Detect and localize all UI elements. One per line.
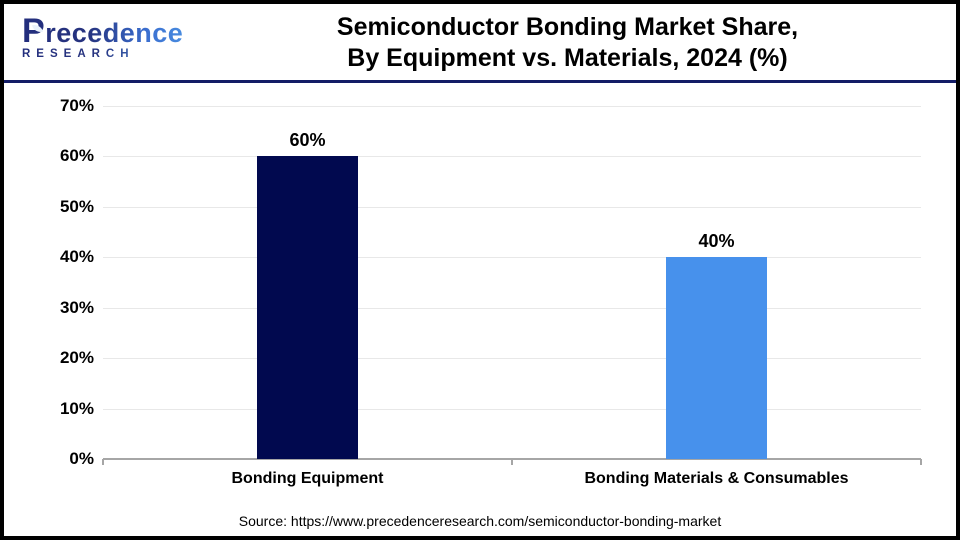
gridline [103,358,921,360]
y-axis-tick-label: 70% [59,96,94,115]
precedence-logo: Precedence RESEARCH [4,4,189,60]
gridline [103,106,921,107]
y-axis-tick-label: 0% [69,449,94,468]
value-label-bonding-materials-consumables: 40% [698,231,735,252]
value-label-bonding-equipment: 60% [289,130,326,151]
category-label-bonding-materials-consumables: Bonding Materials & Consumables [584,470,849,487]
x-axis-tick [102,459,104,465]
x-axis-tick [511,459,513,465]
y-axis-tick-label: 40% [59,247,94,267]
gridline [103,156,921,158]
chart-title-line2: By Equipment vs. Materials, 2024 (%) [347,44,788,72]
chart-title: Semiconductor Bonding Market Share, By E… [189,4,956,74]
logo-sub-wordmark: RESEARCH [22,48,189,60]
category-label-bonding-equipment: Bonding Equipment [231,470,384,487]
y-axis-tick-label: 10% [59,398,94,418]
bar-bonding-equipment [257,156,358,459]
bar-chart: 0% 10% 20% 30% 40% 50% 60% 70% 60% Bonding Equipm… [4,83,956,507]
gridline [103,206,921,208]
chart-title-line1: Semiconductor Bonding Market Share, [336,13,799,41]
bar-bonding-materials-consumables [666,257,767,459]
y-axis-tick-label: 50% [59,196,94,216]
plot-area: 0% 10% 20% 30% 40% 50% 60% 70% 60% Bonding Equipm… [60,96,922,487]
logo-wordmark: Precedence [22,16,189,48]
header: Precedence RESEARCH Semiconductor Bondin… [4,4,956,80]
y-axis-tick-label: 20% [59,348,94,368]
header-divider [4,80,956,83]
source-text: Source: https://www.precedenceresearch.c… [238,513,722,529]
gridline [103,408,921,410]
y-axis-tick-label: 60% [59,146,94,166]
gridline [103,257,921,259]
x-axis-tick [920,459,922,465]
y-axis-tick-label: 30% [59,297,94,317]
gridline [103,307,921,309]
